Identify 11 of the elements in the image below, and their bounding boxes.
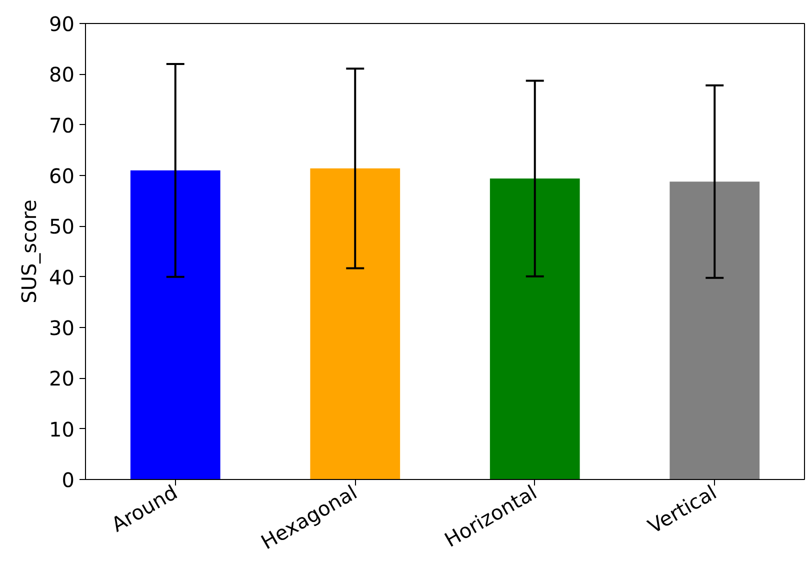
y-tick-label: 20	[49, 366, 75, 391]
y-tick-label: 80	[49, 62, 75, 87]
y-tick-label: 10	[49, 417, 75, 442]
y-tick-label: 90	[49, 12, 75, 36]
y-tick-label: 40	[49, 265, 75, 290]
y-tick-label: 60	[49, 164, 75, 188]
y-tick-label: 0	[62, 468, 75, 492]
y-tick-label: 50	[49, 214, 75, 239]
y-axis-title: SUS_score	[17, 200, 42, 304]
y-tick-label: 30	[49, 316, 75, 340]
y-tick-label: 70	[49, 113, 75, 138]
